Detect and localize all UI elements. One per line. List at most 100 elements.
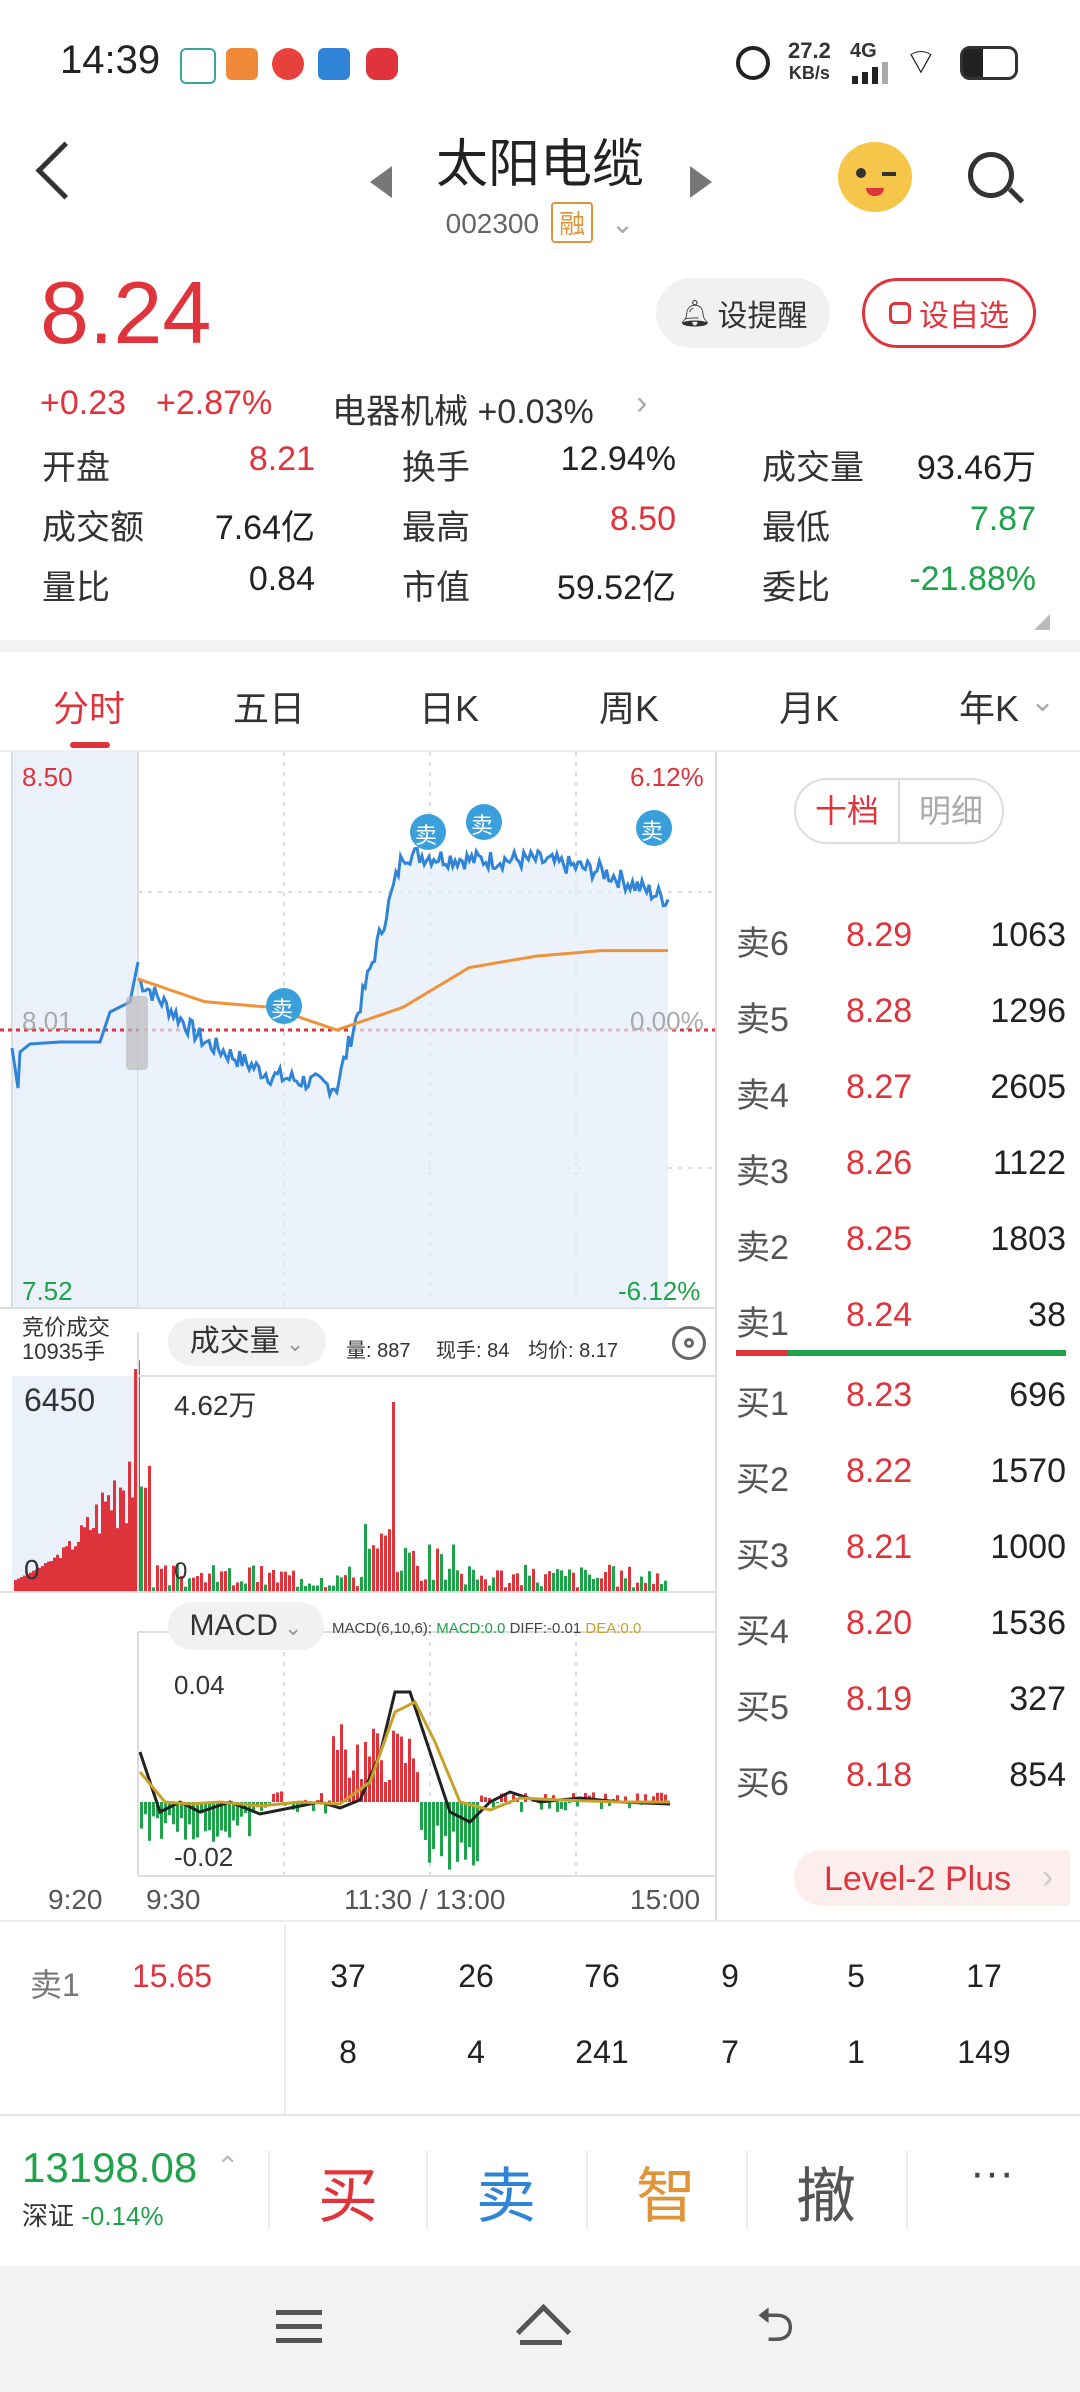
queue-label: 卖1 (30, 1967, 80, 2003)
queue-cell: 9 (721, 1958, 739, 1994)
chart-mid-price: 8.01 (22, 1006, 73, 1036)
orderbook-row[interactable]: 卖6 8.29 1063 (736, 898, 1066, 974)
tab-indicator (70, 742, 110, 748)
orderbook-row[interactable]: 卖5 8.28 1296 (736, 974, 1066, 1050)
orderbook-label: 卖6 (736, 925, 789, 963)
stock-code-row[interactable]: 002300 融 ⌄ (0, 202, 1080, 243)
indicator-label: MACD (189, 1609, 278, 1642)
current-price: 8.24 (40, 263, 212, 362)
network-type: 4G (850, 40, 877, 62)
sector-link[interactable]: 电器机械 +0.03% (332, 393, 594, 431)
menu-icon[interactable] (276, 2310, 322, 2344)
settings-icon[interactable] (672, 1326, 706, 1360)
home-icon[interactable] (515, 2303, 572, 2360)
orderbook-row[interactable]: 买6 8.18 854 (736, 1738, 1066, 1814)
more-button[interactable]: ··· (970, 2148, 1014, 2197)
add-watchlist-button[interactable]: 设自选 (862, 278, 1036, 348)
tab-details[interactable]: 明细 (918, 793, 983, 829)
orderbook-row[interactable]: 卖1 8.24 38 (736, 1278, 1066, 1354)
back-nav-icon[interactable]: ⮌ (756, 2299, 795, 2352)
macd-low: -0.02 (174, 1842, 234, 1872)
queue-cell: 241 (575, 2034, 629, 2070)
price-change: +0.23 (40, 384, 127, 422)
tab-6[interactable]: 年K (958, 688, 1019, 729)
wifi-icon: ⌔ (904, 41, 938, 82)
section-divider (0, 640, 1080, 652)
orderbook-label: 卖3 (736, 1153, 789, 1191)
net-speed-value: 27.2 (788, 38, 831, 63)
queue-cell: 4 (467, 2034, 485, 2070)
intraday-chart[interactable] (0, 752, 720, 1922)
bank-app-icon (318, 48, 350, 80)
net-speed-unit: KB/s (788, 63, 830, 83)
sell-marker-label: 卖 (471, 813, 494, 838)
stat-label: 最高 (402, 509, 470, 547)
buy-button[interactable]: 买 (318, 2163, 378, 2230)
chevron-right-icon: › (636, 384, 648, 422)
orderbook-price: 8.26 (846, 1144, 913, 1182)
chevron-down-icon[interactable]: ⌄ (1030, 685, 1056, 718)
queue-cell: 7 (721, 2034, 739, 2070)
chevron-down-icon: ⌄ (610, 208, 635, 239)
tab-5[interactable]: 月K (778, 688, 839, 729)
index-ticker[interactable]: 13198.08 深证 -0.14% (22, 2144, 197, 2233)
cancel-order-button[interactable]: 撤 (796, 2163, 856, 2230)
chevron-down-icon: ⌄ (279, 1331, 305, 1356)
vol-max: 4.62万 (174, 1390, 257, 1421)
vol-left-max: 6450 (24, 1382, 96, 1418)
level2-button[interactable]: Level-2 Plus › (794, 1850, 1070, 1906)
prev-stock-icon[interactable] (370, 166, 392, 198)
search-icon[interactable] (968, 152, 1025, 204)
queue-cell: 37 (330, 1958, 366, 1994)
tab-1[interactable]: 分时 (52, 688, 125, 729)
set-alert-button[interactable]: 🔔︎ 设提醒 (656, 278, 830, 348)
orderbook-row[interactable]: 卖4 8.27 2605 (736, 1050, 1066, 1126)
price-change-pct: +2.87% (156, 384, 273, 422)
chevron-up-icon[interactable]: ⌃ (216, 2151, 240, 2182)
time-label: 15:00 (630, 1884, 701, 1915)
orderbook-volume: 854 (1009, 1756, 1066, 1794)
expand-corner-icon[interactable] (1034, 614, 1050, 630)
queue-cell: 26 (458, 1958, 494, 1994)
smart-trade-button[interactable]: 智 (636, 2163, 696, 2230)
sell-button[interactable]: 卖 (476, 2163, 536, 2230)
stat-value: 12.94% (560, 440, 676, 478)
avg-price: 均价: 8.17 (528, 1340, 619, 1362)
tab-2[interactable]: 五日 (232, 688, 305, 729)
orderbook-volume: 1063 (990, 916, 1066, 954)
avg-price-line (137, 949, 668, 1032)
orderbook-row[interactable]: 买4 8.20 1536 (736, 1586, 1066, 1662)
signal-icon (852, 62, 892, 84)
macd-legend: MACD(6,10,6): MACD:0.0 DIFF:-0.01 DEA:0.… (332, 1620, 641, 1637)
orderbook-row[interactable]: 买3 8.21 1000 (736, 1510, 1066, 1586)
mascot-icon[interactable] (838, 142, 912, 212)
now-hand: 现手: 84 (436, 1340, 510, 1362)
volume-selector[interactable]: 成交量 ⌄ (168, 1318, 326, 1366)
next-stock-icon[interactable] (690, 166, 712, 198)
orderbook-row[interactable]: 买2 8.22 1570 (736, 1434, 1066, 1510)
orderbook-volume: 1803 (990, 1220, 1066, 1258)
auction-label: 竞价成交 (22, 1315, 111, 1340)
diff-value: DIFF:-0.01 (509, 1620, 582, 1637)
orderbook-volume: 38 (1028, 1296, 1066, 1334)
index-value: 13198.08 (22, 2144, 198, 2191)
tag-app-icon (226, 48, 258, 80)
orderbook-row[interactable]: 卖3 8.26 1122 (736, 1126, 1066, 1202)
orderbook-row[interactable]: 卖2 8.25 1803 (736, 1202, 1066, 1278)
queue-cell: 17 (966, 1958, 1002, 1994)
sell-marker-label: 卖 (641, 819, 664, 844)
tab-ten-levels[interactable]: 十档 (796, 780, 900, 842)
orderbook-price: 8.18 (846, 1756, 913, 1794)
orderbook-volume: 327 (1009, 1680, 1066, 1718)
level2-label: Level-2 Plus (824, 1860, 1012, 1898)
dea-value: DEA:0.0 (585, 1620, 642, 1637)
dea-line (138, 1699, 670, 1812)
tab-4[interactable]: 周K (598, 688, 659, 729)
tab-3[interactable]: 日K (418, 688, 479, 729)
bottom-divider (0, 2114, 1080, 2116)
orderbook-row[interactable]: 买1 8.23 696 (736, 1358, 1066, 1434)
orderbook-volume: 1296 (990, 992, 1066, 1030)
orderbook-row[interactable]: 买5 8.19 327 (736, 1662, 1066, 1738)
orderbook-label: 买5 (736, 1689, 789, 1727)
indicator-selector[interactable]: MACD ⌄ (168, 1602, 324, 1650)
